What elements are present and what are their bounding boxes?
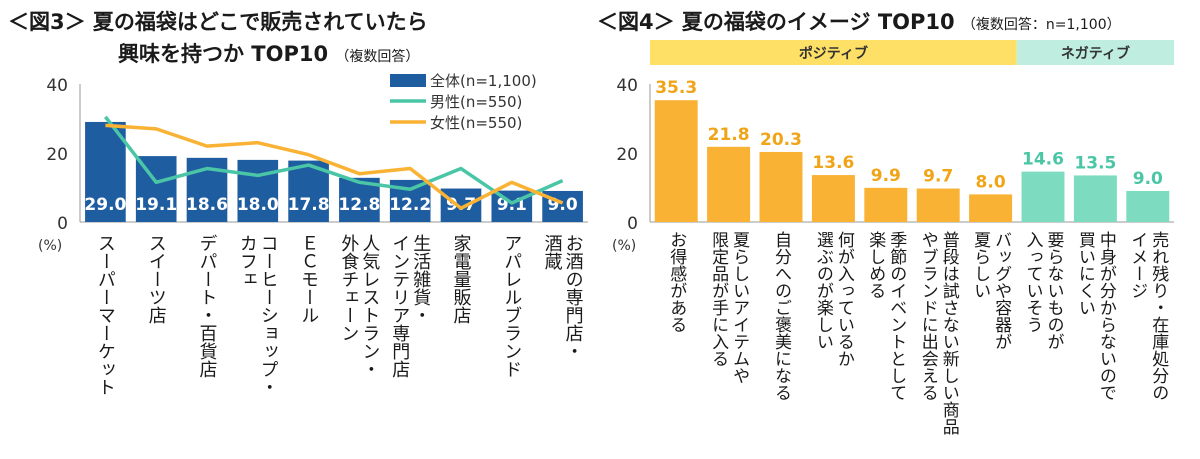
chart1-title-line1: ＜図3＞ 夏の福袋はどこで販売されていたら <box>8 10 428 34</box>
chart2-bar <box>811 175 855 222</box>
chart2-plot: ポジティブ ネガティブ 0 20 40 (%) 35.3 21.8 20.3 13.6 9.9 9.7… <box>612 40 1174 435</box>
chart1-bar-label: 17.8 <box>288 195 330 215</box>
chart2-x-tick-label: 季節のイベントとして <box>886 231 907 401</box>
chart2-y-unit: (%) <box>612 238 636 254</box>
chart2-title: ＜図4＞ 夏の福袋のイメージ TOP10 （複数回答：n=1,100） <box>597 6 1121 36</box>
chart2-bar <box>707 146 751 222</box>
chart2-x-tick-label: バッグや容器が <box>991 231 1012 350</box>
chart1-x-tick-label: 酒蔵 <box>542 234 563 270</box>
chart2-bar <box>1126 190 1170 222</box>
chart2-subtitle: （複数回答：n=1,100） <box>961 17 1121 33</box>
chart1-line-series <box>105 123 564 210</box>
chart1-x-tick-label: コーヒーショップ・ <box>258 234 279 396</box>
chart2-bar-label: 9.7 <box>923 167 953 187</box>
chart2-y-tick: 20 <box>616 145 638 165</box>
chart2-x-tick-label: 何が入っているか <box>834 231 855 367</box>
chart2-x-tick-label: 売れ残り・在庫処分の <box>1148 231 1169 401</box>
chart1-legend-label: 全体(n=1,100) <box>430 72 537 90</box>
chart2-x-tick-label: 選ぶのが楽しい <box>813 231 834 350</box>
chart2-bar <box>864 187 908 222</box>
chart1-x-tick-label: ＥＣモール <box>298 234 319 324</box>
chart2-bar <box>1073 175 1117 222</box>
chart2-x-tick-label: 夏らしいアイテムや <box>729 231 750 384</box>
chart2-bar <box>1021 171 1065 222</box>
chart2-bar-label: 21.8 <box>708 125 750 145</box>
chart2-x-tick-label: 中身が分からないので <box>1096 231 1117 401</box>
chart2-bar-label: 8.0 <box>976 172 1006 192</box>
chart1-x-tick-label: アパレルブランド <box>501 234 522 378</box>
chart2-group-label: ネガティブ <box>1061 45 1130 62</box>
chart1-bar-label: 12.8 <box>338 195 380 215</box>
chart2-bar <box>916 188 960 222</box>
chart1-bar-label: 29.0 <box>84 195 126 215</box>
chart1-x-tick-label: 生活雑貨・ <box>410 234 431 324</box>
chart2-group-band <box>1016 40 1174 65</box>
chart2-x-tick-label: 普段は試さない新しい商品 <box>939 231 960 435</box>
chart2-bar-label: 20.3 <box>760 130 802 150</box>
chart1-title-text: 興味を持つか TOP10 <box>118 42 329 66</box>
chart2-x-tick-label: 夏らしい <box>970 231 991 299</box>
chart1-x-tick-label: スーパーマーケット <box>95 234 116 396</box>
chart2-y-tick: 40 <box>616 76 638 96</box>
chart1-x-tick-label: 外食チェーン <box>338 234 359 342</box>
chart2-x-tick-label: 買いにくい <box>1075 231 1096 316</box>
chart2-x-tick-label: 入っていそう <box>1023 231 1044 333</box>
chart1-bar-label: 9.7 <box>446 195 476 215</box>
chart2-bar-label: 14.6 <box>1022 150 1064 170</box>
chart2-x-tick-label: 自分へのご褒美になる <box>771 231 792 401</box>
chart2-x-tick-label: お得感がある <box>666 231 687 333</box>
chart1-subtitle: （複数回答） <box>335 49 420 65</box>
chart1-y-tick: 40 <box>46 76 68 96</box>
chart2-y-tick: 0 <box>627 214 638 234</box>
chart1-x-tick-label: デパート・百貨店 <box>197 234 218 378</box>
chart2-title-text: ＜図4＞ 夏の福袋のイメージ TOP10 <box>597 10 955 34</box>
chart1-x-tick-label: お酒の専門店・ <box>563 234 584 360</box>
chart1-y-unit: (%) <box>38 238 62 254</box>
chart2-bar <box>654 100 698 222</box>
chart1-x-tick-label: インテリア専門店 <box>389 234 410 378</box>
chart1-bar <box>440 188 482 222</box>
chart1-x-tick-label: カフェ <box>237 234 258 288</box>
chart2-group-label: ポジティブ <box>799 45 868 62</box>
chart1-legend-label: 女性(n=550) <box>430 114 522 132</box>
chart1-bar-label: 12.2 <box>389 195 431 215</box>
chart2-bar-label: 13.5 <box>1074 153 1116 173</box>
chart2-bar-label: 9.9 <box>871 166 901 186</box>
chart2-x-tick-label: 要らないものが <box>1044 231 1065 350</box>
chart2-group-band <box>650 40 1017 65</box>
chart2-x-tick-label: やブランドに出会える <box>918 231 939 401</box>
chart1-bar <box>85 121 126 222</box>
chart2-bar-label: 9.0 <box>1133 169 1163 189</box>
chart1-bar-label: 19.1 <box>135 195 177 215</box>
chart1-x-tick-label: 人気レストラン・ <box>359 234 380 378</box>
chart1-y-tick: 0 <box>57 214 68 234</box>
chart1-x-tick-label: 家電量販店 <box>451 234 472 324</box>
chart2-bars <box>654 100 1170 222</box>
chart1-bar-label: 18.6 <box>186 195 228 215</box>
chart1-bar <box>237 159 279 222</box>
chart1-title-line2: 興味を持つか TOP10 （複数回答） <box>118 38 419 68</box>
chart2-x-tick-label: イメージ <box>1127 231 1147 299</box>
chart2-x-tick-label: 限定品が手に入る <box>708 231 729 367</box>
chart1-line-series <box>104 115 564 205</box>
chart2-x-tick-label: 楽しめる <box>865 231 886 299</box>
chart1-bar-label: 18.0 <box>237 195 279 215</box>
chart2-bar-label: 35.3 <box>655 78 697 98</box>
chart2-bar <box>759 151 803 222</box>
chart1-x-tick-label: スイーツ店 <box>146 234 167 324</box>
chart1-y-tick: 20 <box>46 145 68 165</box>
chart2-bar-label: 13.6 <box>812 153 854 173</box>
chart1-legend: 全体(n=1,100) 男性(n=550) 女性(n=550) <box>390 72 537 132</box>
chart2-bar <box>969 194 1013 222</box>
chart1-legend-swatch <box>390 74 426 87</box>
chart1-legend-label: 男性(n=550) <box>430 93 522 111</box>
